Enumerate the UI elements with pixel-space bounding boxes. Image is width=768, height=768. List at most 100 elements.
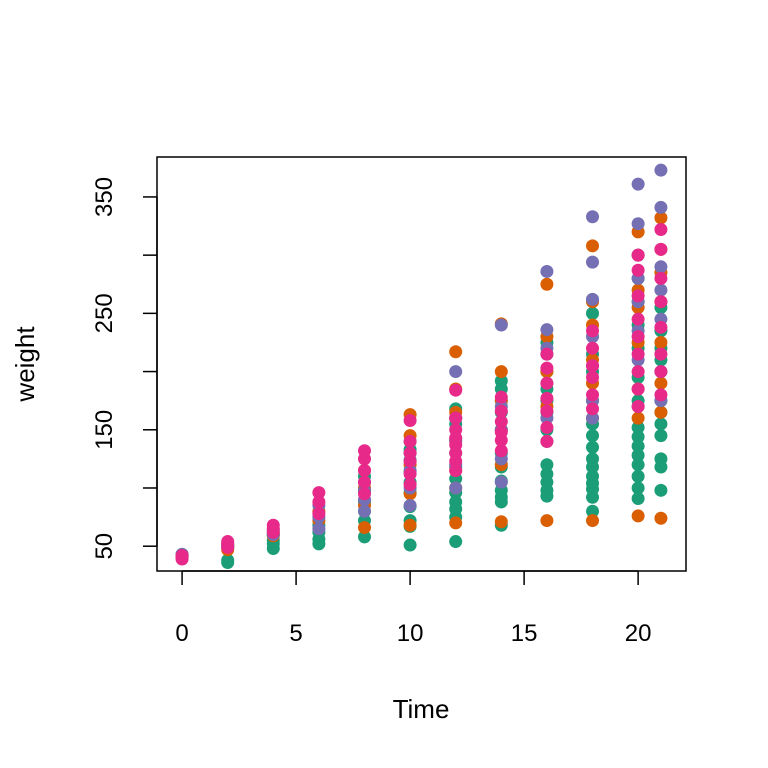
data-point (631, 448, 645, 462)
data-point (586, 341, 600, 355)
data-point (586, 402, 600, 416)
data-point (358, 487, 371, 501)
data-point (494, 318, 508, 332)
data-point (631, 289, 645, 303)
data-point (403, 434, 417, 448)
data-point (586, 359, 600, 373)
x-axis-title: Time (393, 694, 450, 724)
data-point (312, 507, 326, 521)
data-point (654, 320, 668, 334)
data-point (494, 425, 508, 439)
y-axis: 50 150 250 350 (91, 177, 158, 560)
data-point (654, 283, 668, 297)
data-point (631, 263, 645, 277)
data-point (540, 323, 554, 337)
data-point (654, 200, 668, 214)
data-point (403, 518, 417, 532)
data-point (631, 330, 645, 344)
data-point (494, 415, 508, 429)
x-tick-label: 0 (175, 620, 188, 647)
data-point (540, 361, 554, 375)
data-point (631, 347, 645, 361)
y-tick-label: 50 (91, 533, 118, 560)
data-point (631, 509, 645, 523)
data-point (586, 210, 600, 224)
x-tick-label: 15 (511, 620, 538, 647)
data-point (494, 374, 508, 388)
data-point (586, 292, 600, 306)
y-tick-label: 250 (91, 293, 118, 333)
data-point (266, 518, 280, 532)
data-point (494, 404, 508, 418)
data-point (358, 521, 371, 535)
data-point (540, 391, 554, 405)
data-point (654, 429, 668, 443)
y-tick-label: 350 (91, 177, 118, 217)
data-point (654, 483, 668, 497)
data-point (631, 469, 645, 483)
data-point (586, 306, 600, 320)
data-point (221, 535, 235, 549)
data-point (631, 420, 645, 434)
data-point (654, 388, 668, 402)
data-point (540, 264, 554, 278)
data-point (403, 538, 417, 552)
data-point (654, 365, 668, 379)
data-point (403, 498, 417, 512)
data-point (654, 376, 668, 390)
data-point (586, 411, 600, 425)
data-point (654, 452, 668, 466)
data-point (403, 446, 417, 460)
data-point (654, 163, 668, 177)
data-point (586, 469, 600, 483)
data-point (449, 365, 463, 379)
data-point (449, 535, 463, 549)
data-point (494, 444, 508, 458)
data-point (631, 177, 645, 191)
data-point (654, 260, 668, 274)
data-point (586, 324, 600, 338)
data-point (540, 277, 554, 291)
data-point (449, 423, 463, 437)
data-point (586, 440, 600, 454)
data-point (631, 365, 645, 379)
data-point (312, 522, 326, 536)
data-point (631, 248, 645, 262)
data-point (449, 464, 463, 478)
data-point (540, 347, 554, 361)
data-point (358, 475, 371, 489)
data-point (449, 411, 463, 425)
data-point (312, 486, 326, 500)
data-point (654, 211, 668, 225)
data-point (358, 464, 371, 478)
data-point (540, 458, 554, 472)
data-point (631, 382, 645, 396)
points-layer (175, 163, 668, 569)
data-point (631, 491, 645, 505)
data-point (586, 429, 600, 443)
data-point (358, 444, 371, 458)
data-point (654, 335, 668, 349)
data-point (586, 388, 600, 402)
data-point (221, 556, 235, 569)
data-point (586, 504, 600, 518)
data-point (586, 514, 600, 528)
data-point (403, 467, 417, 481)
data-point (631, 411, 645, 425)
data-point (358, 504, 371, 518)
x-tick-label: 10 (397, 620, 424, 647)
data-point (540, 467, 554, 481)
data-point (540, 376, 554, 390)
data-point (494, 475, 508, 489)
y-axis-title: weight (10, 326, 40, 403)
data-point (586, 239, 600, 253)
data-point (586, 370, 600, 384)
data-point (654, 417, 668, 431)
x-tick-label: 5 (289, 620, 302, 647)
data-point (449, 345, 463, 359)
data-point (631, 481, 645, 495)
data-point (540, 514, 554, 528)
data-point (654, 223, 668, 237)
